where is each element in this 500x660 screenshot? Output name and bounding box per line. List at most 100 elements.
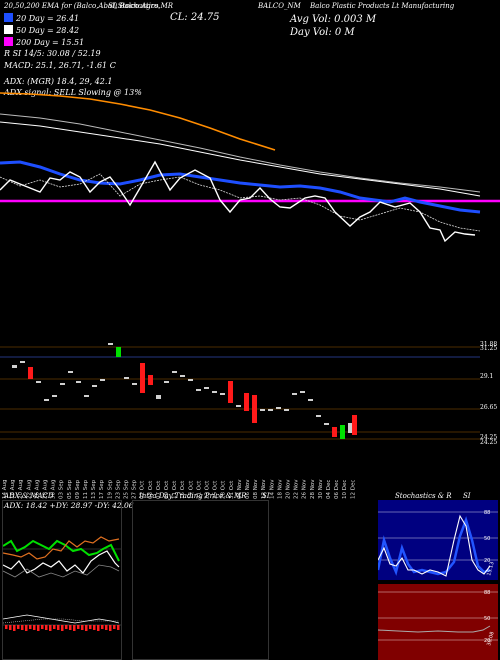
- date-label: 11 Sep: [83, 479, 89, 499]
- date-label: 30 Nov: [318, 479, 324, 499]
- dashed-line: [0, 173, 481, 232]
- macd-bar: [13, 625, 16, 631]
- intraday-panel-title: Intra Day Trading Price & MR: [139, 492, 247, 500]
- macd-bar: [105, 625, 108, 630]
- macd-bar: [37, 625, 40, 631]
- avg-volume: Avg Vol: 0.003 M: [290, 14, 377, 25]
- date-label: 04 Dec: [326, 480, 332, 499]
- candle: [132, 383, 137, 385]
- date-label: 30 Aug: [51, 480, 57, 500]
- macd-bar: [25, 625, 28, 631]
- date-label: 12 Dec: [350, 480, 356, 499]
- candle: [236, 405, 241, 407]
- stoch-caption: SI,Stochastics,MR: [108, 2, 174, 10]
- macd-bar: [21, 625, 24, 630]
- candle: [348, 423, 353, 433]
- candle: [324, 423, 329, 425]
- macd-bar: [65, 625, 68, 629]
- date-label: 31 Oct: [229, 480, 235, 499]
- candle: [260, 409, 265, 411]
- date-label: 16 Aug: [10, 480, 16, 500]
- candle: [164, 381, 169, 383]
- ticker-caption: BALCO_NM: [258, 2, 301, 10]
- date-label: 22 Nov: [294, 479, 300, 499]
- ema50-swatch: [4, 25, 13, 34]
- candle: [92, 385, 97, 387]
- candle-chart: [0, 343, 480, 440]
- si-axis-label: 88: [484, 590, 490, 596]
- candle: [352, 415, 357, 435]
- ema20-swatch: [4, 13, 13, 22]
- date-label: 01 Oct: [140, 480, 146, 499]
- candle: [228, 381, 233, 403]
- candle: [300, 391, 305, 393]
- date-label: 04 Nov: [237, 479, 243, 499]
- macd-bar: [9, 625, 12, 630]
- date-label: 28 Oct: [221, 480, 227, 499]
- date-label: 14 Nov: [269, 479, 275, 499]
- stoch-axis-label: 88: [484, 510, 490, 516]
- date-label: 19 Sep: [107, 479, 113, 499]
- date-label: 20 Aug: [18, 480, 24, 500]
- macd-bar: [117, 625, 120, 630]
- adx-signal: ADX signal: SELL Slowing @ 13%: [4, 88, 142, 97]
- close-price: CL: 24.75: [170, 12, 220, 23]
- candles: [12, 343, 357, 439]
- intraday-panel: [132, 500, 269, 660]
- candle: [332, 427, 337, 437]
- candle: [116, 347, 121, 357]
- macd-bar: [61, 625, 64, 631]
- date-label: 18 Nov: [277, 479, 283, 499]
- macd-bar: [49, 625, 52, 631]
- macd-bar: [85, 625, 88, 631]
- macd-bar: [101, 625, 104, 629]
- date-label: 09 Sep: [75, 479, 81, 499]
- si-axis-label: 50: [484, 616, 490, 622]
- candle-gridlines: [0, 346, 480, 440]
- candle: [196, 389, 201, 391]
- date-label: 03 Sep: [59, 479, 65, 499]
- candle: [36, 381, 41, 383]
- chart-caption: 20,50,200 EMA for (Balco,Abal) Balco Agr…: [4, 2, 159, 10]
- stoch-panel-title: Stochastics & R: [395, 492, 452, 500]
- candle: [268, 409, 273, 411]
- day-volume: Day Vol: 0 M: [290, 27, 355, 38]
- candle: [276, 407, 281, 409]
- si-readout: R SI 14/5: 30.08 / 52.19: [4, 49, 101, 58]
- si-axis-label: 20: [484, 638, 490, 644]
- macd-bar: [73, 625, 76, 631]
- company-caption: Balco Plastic Products Lt Manufacturing: [310, 2, 455, 10]
- date-label: 26 Aug: [34, 480, 40, 500]
- candle: [252, 395, 257, 423]
- candle: [60, 383, 65, 385]
- date-label: 11 Oct: [172, 480, 178, 499]
- date-label: 27 Sep: [132, 479, 138, 499]
- macd-bar: [109, 625, 112, 631]
- date-label: 25 Sep: [124, 479, 130, 499]
- stoch-axis-label: 20: [484, 558, 490, 564]
- adx-readout: ADX: (MGR) 18.4, 29, 42.1: [4, 77, 113, 86]
- date-label: 10 Dec: [342, 480, 348, 499]
- candle: [172, 371, 177, 373]
- candle: [100, 379, 105, 381]
- adx-panel-title: ADX & MACD: [4, 492, 54, 500]
- macd-bar: [93, 625, 96, 630]
- candle: [68, 371, 73, 373]
- macd-bar: [113, 625, 116, 629]
- candle: [140, 363, 145, 393]
- legend-ema20: 20 Day = 26.41: [4, 13, 79, 23]
- macd-bar: [45, 625, 48, 630]
- macd-bar: [17, 625, 20, 629]
- candle: [124, 377, 129, 379]
- macd-histogram: [5, 625, 120, 631]
- macd-bar: [53, 625, 56, 629]
- date-label: 05 Sep: [67, 479, 73, 499]
- macd-bar: [89, 625, 92, 629]
- date-label: 08 Nov: [253, 479, 259, 499]
- adx-line: [3, 550, 120, 574]
- stoch-k-line: [376, 516, 491, 576]
- si-line: [377, 625, 491, 633]
- date-label: 20 Nov: [286, 479, 292, 499]
- si-lower-bg: [378, 584, 498, 660]
